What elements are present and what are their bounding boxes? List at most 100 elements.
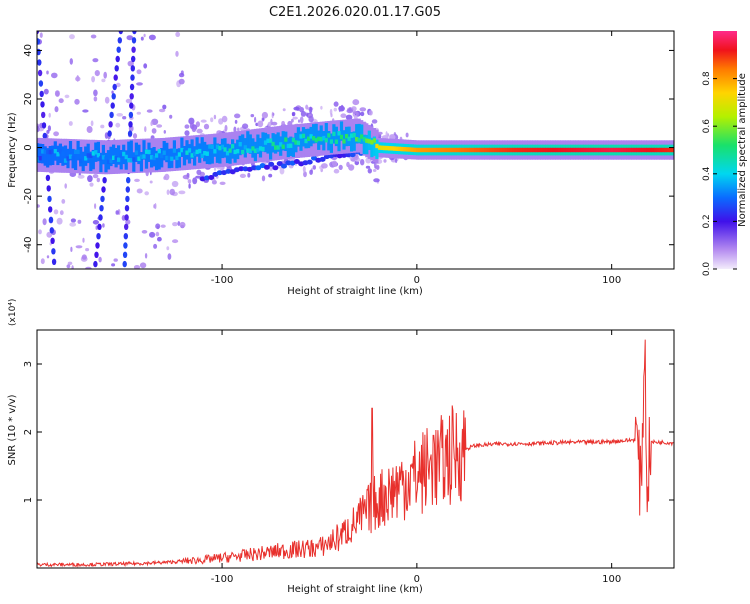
heatmap-ridge-core (144, 149, 149, 154)
heatmap-ridge-core (301, 133, 306, 139)
heatmap-ridge-core (291, 137, 295, 143)
heatmap-ridge-core (337, 131, 341, 136)
heatmap-ridge-core (471, 147, 475, 153)
heatmap-ridge-core (96, 153, 100, 158)
heatmap-ridge-core (572, 147, 577, 153)
heatmap-speckle (309, 169, 313, 175)
heatmap-ridge-core (213, 149, 217, 154)
heatmap-ridge-outer (89, 151, 93, 171)
heatmap-xlabel: Height of straight line (km) (287, 286, 423, 297)
heatmap-branch (319, 156, 326, 162)
heatmap-ridge-core (162, 150, 166, 155)
heatmap-ridge-outer (324, 123, 328, 143)
heatmap-ridge-outer (213, 137, 217, 157)
heatmap-speckle (91, 76, 95, 83)
heatmap-speckle (175, 31, 181, 37)
heatmap-speckle (373, 178, 380, 183)
heatmap-ridge-core (243, 145, 247, 150)
heatmap-streak (127, 130, 133, 137)
heatmap-speckle (162, 104, 167, 110)
heatmap-ridge-core (150, 155, 154, 160)
heatmap-ridge-core (484, 147, 488, 153)
heatmap-ridge-core (395, 146, 399, 151)
heatmap-ridge-core (281, 144, 285, 149)
heatmap-ridge-core (261, 146, 265, 152)
heatmap-speckle (195, 121, 200, 128)
heatmap-ridge-core (225, 151, 230, 156)
heatmap-speckle (160, 224, 166, 228)
heatmap-streak (131, 55, 136, 63)
heatmap-ridge-outer (375, 139, 379, 159)
heatmap-ridge-core (372, 138, 376, 143)
heatmap-ridge-core (367, 139, 371, 144)
heatmap-ridge-core (134, 150, 138, 155)
heatmap-ridge-core (436, 147, 440, 153)
heatmap-speckle (333, 168, 340, 174)
heatmap-ridge-core (631, 147, 635, 153)
heatmap-streak (100, 195, 105, 203)
heatmap-speckle (81, 254, 87, 260)
heatmap-ridge-outer (124, 150, 128, 170)
heatmap-speckle (69, 222, 77, 227)
heatmap-ridge-outer (177, 148, 181, 168)
heatmap-ridge-outer (112, 144, 116, 164)
heatmap-streak (123, 242, 128, 249)
heatmap-ridge-core (583, 147, 587, 153)
heatmap-streak (129, 83, 135, 91)
heatmap-streak (42, 132, 47, 140)
heatmap-ridge-outer (142, 140, 146, 160)
heatmap-ridge-core (266, 138, 270, 143)
heatmap-ridge-core (522, 147, 526, 153)
heatmap-ridge-core (451, 147, 455, 153)
heatmap-speckle (348, 107, 352, 112)
heatmap-speckle (61, 199, 66, 204)
heatmap-speckle (320, 105, 323, 110)
heatmap-speckle (167, 253, 172, 260)
heatmap-speckle (239, 173, 246, 178)
heatmap-ridge-outer (74, 150, 78, 170)
heatmap-ridge-core (137, 156, 141, 161)
heatmap-ridge-outer (117, 145, 121, 165)
heatmap-speckle (175, 50, 179, 57)
heatmap-ridge-core (279, 142, 283, 147)
heatmap-speckle (70, 246, 73, 252)
heatmap-streak (113, 74, 118, 81)
heatmap-streak (94, 251, 99, 258)
heatmap-speckle (151, 118, 159, 126)
heatmap-ridge-core (203, 151, 207, 156)
heatmap-ridge-core (385, 145, 389, 151)
heatmap-ridge-core (514, 147, 518, 153)
heatmap-ridge-core (370, 140, 374, 145)
heatmap-ridge-core (314, 138, 318, 143)
heatmap-speckle (127, 60, 134, 67)
heatmap-speckle (372, 169, 377, 172)
heatmap-speckle (189, 122, 195, 129)
heatmap-speckle (154, 203, 157, 210)
heatmap-ridge-core (507, 147, 511, 153)
heatmap-ridge-core (274, 145, 278, 150)
heatmap-ridge-core (231, 144, 235, 149)
heatmap-ridge-core (185, 150, 189, 155)
heatmap-ridge-core (461, 147, 465, 153)
heatmap-ridge-core (365, 138, 369, 143)
colorbar-tick-label: 0.6 (702, 119, 712, 134)
heatmap-ridge-outer (355, 124, 359, 144)
heatmap-speckle (155, 223, 161, 229)
heatmap-ridge-core (529, 147, 533, 153)
heatmap-speckle (172, 239, 179, 244)
heatmap-ridge-core (476, 147, 480, 153)
heatmap-ridge-outer (347, 126, 351, 146)
heatmap-ridge-core (653, 147, 658, 153)
heatmap-ridge-core (555, 147, 559, 153)
heatmap-ridge-core (109, 158, 113, 163)
heatmap-speckle (37, 204, 40, 208)
heatmap-ridge-outer (327, 131, 331, 151)
heatmap-ridge-core (448, 147, 452, 153)
heatmap-ridge-outer (370, 137, 374, 158)
heatmap-ridge-core (458, 147, 463, 153)
heatmap-speckle (338, 106, 341, 113)
heatmap-ridge-core (441, 147, 445, 153)
heatmap-speckle (163, 130, 166, 134)
heatmap-speckle (234, 113, 241, 119)
heatmap-ridge-core (53, 149, 57, 154)
